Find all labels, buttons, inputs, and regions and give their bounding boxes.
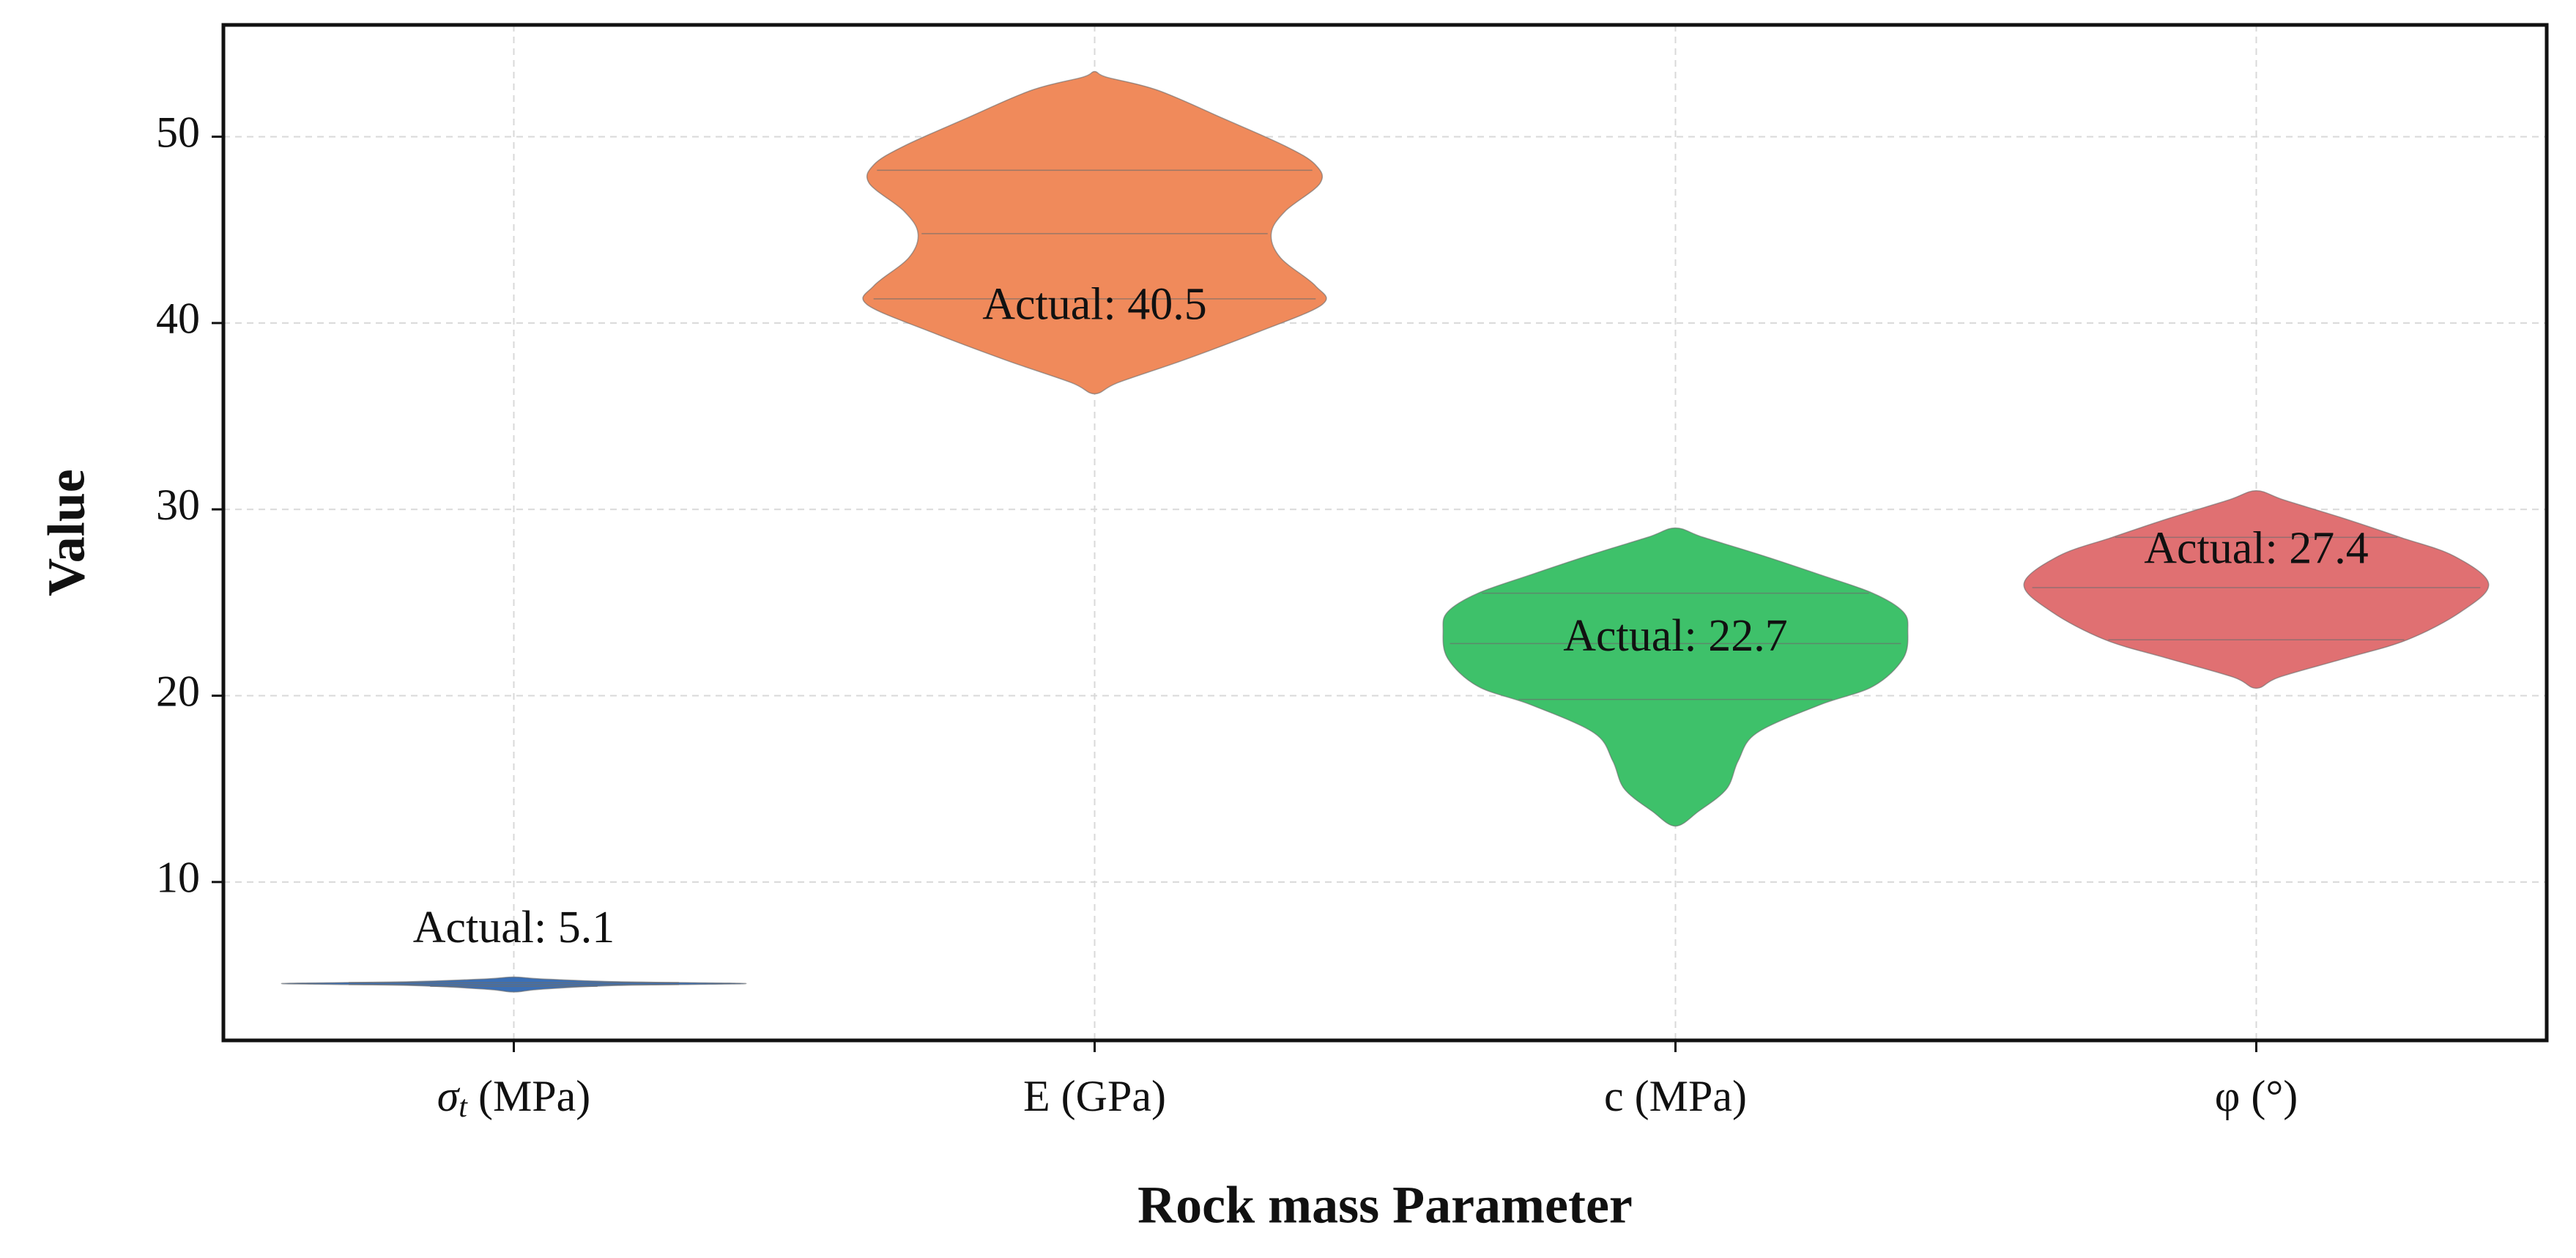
violin-body	[862, 70, 1327, 395]
actual-value-annotation: Actual: 27.4	[2144, 524, 2369, 574]
gridlines	[223, 25, 2547, 1040]
y-tick-label: 50	[156, 108, 200, 156]
actual-value-annotation: Actual: 22.7	[1563, 611, 1788, 661]
x-tick-label: σt (MPa)	[437, 1072, 591, 1124]
x-axis-title: Rock mass Parameter	[1137, 1176, 1633, 1235]
violin-body	[2023, 490, 2490, 689]
y-tick-label: 10	[156, 854, 200, 902]
actual-value-annotation: Actual: 5.1	[413, 903, 615, 952]
y-tick-label: 30	[156, 481, 200, 529]
x-tick-label: E (GPa)	[1023, 1072, 1166, 1120]
y-axis-ticks: 10 20 30 40 50	[156, 108, 223, 902]
x-tick-label: φ (°)	[2215, 1072, 2298, 1120]
violins	[281, 70, 2490, 993]
x-axis-ticks: σt (MPa) E (GPa) c (MPa) φ (°)	[437, 1040, 2298, 1124]
x-tick-label: c (MPa)	[1604, 1072, 1747, 1120]
y-tick-label: 20	[156, 667, 200, 715]
y-axis-title: Value	[37, 469, 96, 596]
actual-value-annotation: Actual: 40.5	[982, 279, 1207, 329]
y-tick-label: 40	[156, 295, 200, 343]
annotations: Actual: 5.1 Actual: 40.5 Actual: 22.7 Actua…	[413, 279, 2369, 952]
violin-body	[1442, 527, 1909, 827]
plot-frame	[221, 23, 2549, 1043]
